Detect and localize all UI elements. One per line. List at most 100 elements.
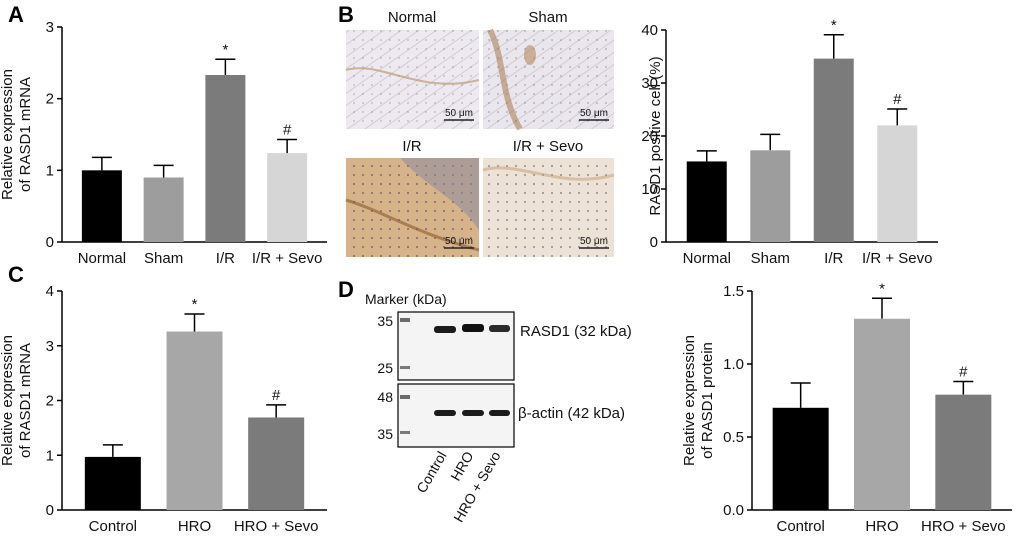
y-tick-label: 0 <box>46 234 54 251</box>
ladder-band <box>400 395 410 399</box>
scale-bar-label: 50 μm <box>580 236 608 247</box>
category-label: Sham <box>751 250 790 267</box>
micrograph-ir: I/R 50 μm <box>345 138 480 257</box>
bar <box>750 150 791 242</box>
micrograph-normal: Normal 50 μm <box>345 9 480 129</box>
bar <box>686 161 727 242</box>
y-axis-label: of RASD1 protein <box>699 342 716 459</box>
significance-mark: # <box>283 122 292 139</box>
y-tick-label: 2 <box>46 91 54 108</box>
bar <box>772 407 829 510</box>
bar <box>813 58 854 243</box>
category-label: HRO + Sevo <box>921 518 1006 535</box>
western-blot: Marker (kDa) 35 25 48 35 RASD1 (32 kDa) … <box>365 291 632 525</box>
y-tick-label: 0 <box>650 234 658 251</box>
bar <box>854 318 910 510</box>
significance-mark: * <box>831 17 837 34</box>
category-label: Control <box>89 518 137 535</box>
marker-25: 25 <box>377 360 393 376</box>
category-label: Control <box>776 518 824 535</box>
y-axis-label: RASD1 positive cell (%) <box>647 56 664 215</box>
y-tick-label: 1 <box>46 162 54 179</box>
category-label: HRO <box>178 518 211 535</box>
band-rasd1-hro-sevo <box>489 325 510 332</box>
bar <box>935 394 992 510</box>
bar-chart-a: 0 1 2 3 Relative expression of RASD1 mRNA Norm… <box>0 19 327 267</box>
band-actin-hro-sevo <box>489 410 510 416</box>
y-tick-label: 0.5 <box>723 429 744 446</box>
y-tick-label: 3 <box>46 19 54 36</box>
category-label: I/R + Sevo <box>252 250 322 267</box>
panel-letter-c: C <box>8 262 24 287</box>
panel-letter-b: B <box>338 2 354 27</box>
scale-bar-label: 50 μm <box>445 236 473 247</box>
marker-48: 48 <box>377 389 393 405</box>
scale-bar-label: 50 μm <box>445 108 473 119</box>
category-label: Normal <box>683 250 731 267</box>
y-axis-label: of RASD1 mRNA <box>17 77 34 192</box>
significance-mark: # <box>893 91 902 108</box>
y-axis-label: Relative expression <box>0 335 16 466</box>
category-label: Sham <box>144 250 183 267</box>
panel-letter-d: D <box>338 277 354 302</box>
band-label-actin: β-actin (42 kDa) <box>518 405 625 422</box>
micrograph-label: Normal <box>388 9 436 26</box>
y-tick-label: 30 <box>641 75 658 92</box>
micrograph-label: I/R <box>402 138 421 155</box>
y-axis-label: of RASD1 mRNA <box>17 343 34 458</box>
y-tick-label: 4 <box>46 283 54 300</box>
y-tick-label: 1.5 <box>723 283 744 300</box>
micrograph-ir-sevo: I/R + Sevo 50 μm <box>482 138 615 257</box>
marker-title: Marker (kDa) <box>365 291 447 307</box>
y-tick-label: 20 <box>641 128 658 145</box>
y-tick-label: 2 <box>46 393 54 410</box>
band-actin-hro <box>462 410 484 416</box>
y-tick-label: 0.0 <box>723 502 744 519</box>
band-rasd1-control <box>434 326 456 333</box>
bar <box>143 177 184 242</box>
bar-chart-d: 0.0 0.5 1.0 1.5 Relative expression of RASD1 … <box>681 280 1012 535</box>
y-axis-label: Relative expression <box>681 335 698 466</box>
y-tick-label: 10 <box>641 181 658 198</box>
y-tick-label: 0 <box>46 502 54 519</box>
bar <box>81 170 122 242</box>
band-rasd1-hro <box>462 324 484 332</box>
ladder-band <box>400 431 410 434</box>
micrograph-label: I/R + Sevo <box>513 138 583 155</box>
significance-mark: * <box>192 296 198 313</box>
significance-mark: * <box>222 41 228 58</box>
scale-bar-label: 50 μm <box>580 108 608 119</box>
y-tick-label: 40 <box>641 22 658 39</box>
marker-35-top: 35 <box>377 313 393 329</box>
blot-membrane-top <box>397 311 515 381</box>
bar <box>877 125 918 242</box>
significance-mark: * <box>879 280 885 297</box>
ladder-band <box>400 366 410 369</box>
y-axis-label: Relative expression <box>0 69 16 200</box>
y-tick-label: 1.0 <box>723 356 744 373</box>
significance-mark: # <box>272 387 281 404</box>
bar-chart-c: 0 1 2 3 4 Relative expression of RASD1 mRNA Con… <box>0 283 327 535</box>
ladder-band <box>400 318 410 322</box>
bar <box>166 331 223 510</box>
micrograph-sham: Sham 50 μm <box>483 9 614 131</box>
y-tick-label: 3 <box>46 338 54 355</box>
category-label: I/R <box>216 250 235 267</box>
bar <box>205 75 246 243</box>
bar <box>84 456 141 510</box>
bar-chart-b: 0 10 20 30 40 RASD1 positive cell (%) Normal Sh… <box>641 17 938 267</box>
lane-label-control: Control <box>413 449 449 496</box>
category-label: HRO + Sevo <box>234 518 319 535</box>
category-label: I/R <box>824 250 843 267</box>
band-label-rasd1: RASD1 (32 kDa) <box>520 323 632 340</box>
category-label: Normal <box>78 250 126 267</box>
marker-35-bottom: 35 <box>377 426 393 442</box>
significance-mark: # <box>959 364 968 381</box>
bar <box>267 153 308 242</box>
category-label: I/R + Sevo <box>862 250 932 267</box>
y-tick-label: 1 <box>46 447 54 464</box>
panel-letter-a: A <box>8 2 24 27</box>
micrograph-label: Sham <box>528 9 567 26</box>
category-label: HRO <box>865 518 898 535</box>
